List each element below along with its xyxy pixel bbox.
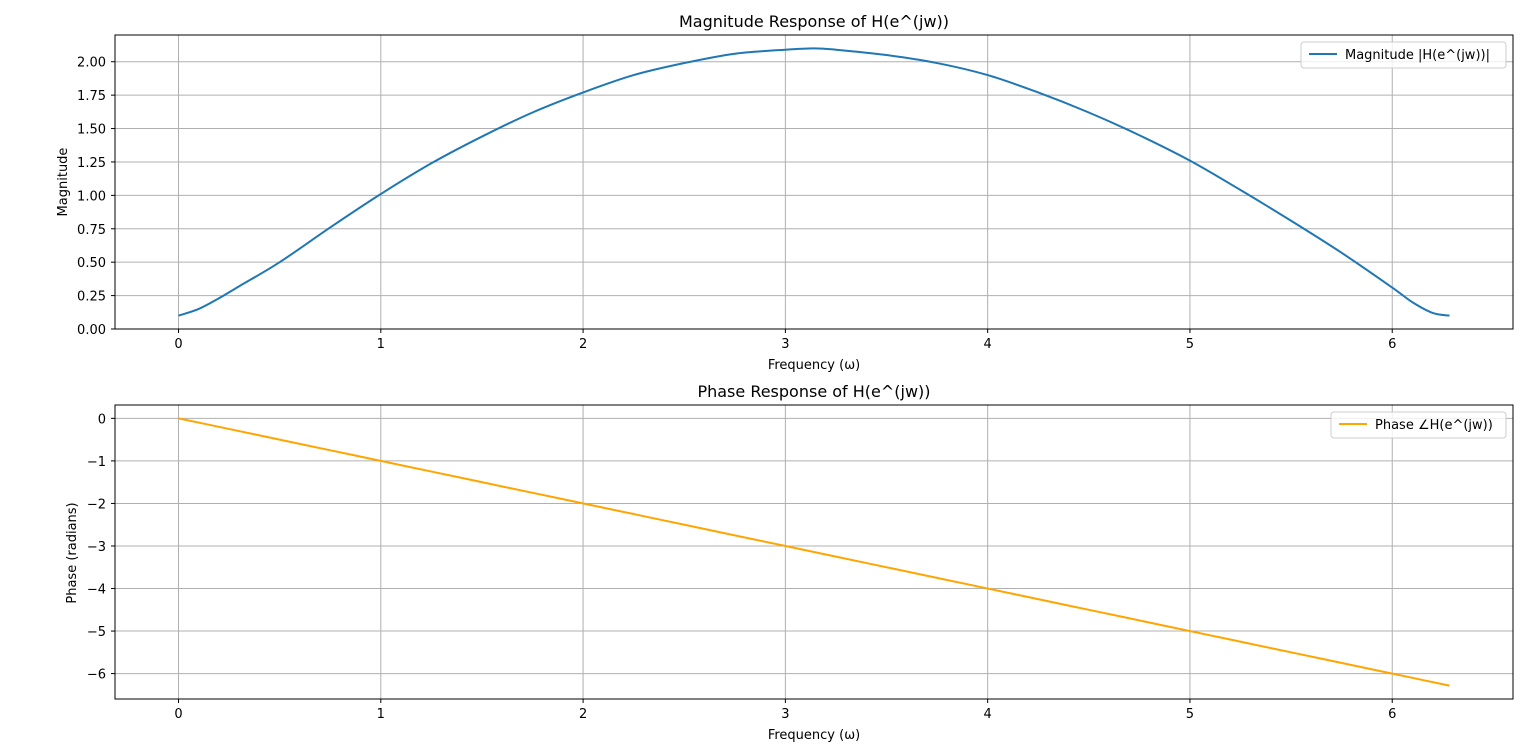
x-tick-label: 0 (174, 337, 182, 352)
y-tick-label: 0.50 (77, 256, 106, 271)
x-tick-label: 5 (1186, 707, 1194, 722)
plot-frame (114, 34, 1514, 330)
x-tick-label: 3 (781, 337, 789, 352)
series-line (178, 417, 1450, 687)
phase-chart: Phase Response of H(e^(jw)) 0 1 2 3 4 5 6 0 −1 −… (65, 382, 1514, 743)
y-axis-ticks: 0 −1 −2 −3 −4 −5 −6 (87, 412, 115, 683)
x-axis-ticks: 0 1 2 3 4 5 6 (174, 699, 1396, 722)
y-tick-label: 1.00 (77, 189, 106, 204)
y-axis-label: Phase (radians) (65, 502, 80, 603)
series-line (178, 47, 1450, 317)
x-tick-label: 2 (579, 707, 587, 722)
y-tick-label: 2.00 (77, 56, 106, 71)
x-tick-label: 4 (984, 707, 992, 722)
x-tick-label: 6 (1388, 707, 1396, 722)
x-axis-label: Frequency (ω) (768, 728, 860, 743)
y-tick-label: 0.75 (77, 223, 106, 238)
legend: Phase ∠H(e^(jw)) (1330, 411, 1507, 439)
y-tick-label: 0.25 (77, 290, 106, 305)
x-tick-label: 6 (1388, 337, 1396, 352)
legend-label-magnitude: Magnitude |H(e^(jw))| (1345, 48, 1490, 63)
gridlines (115, 35, 1513, 330)
gridlines (115, 405, 1513, 699)
y-tick-label: −5 (87, 625, 106, 640)
series-group (178, 47, 1450, 317)
y-tick-label: 1.50 (77, 123, 106, 138)
legend: Magnitude |H(e^(jw))| (1300, 41, 1507, 69)
y-tick-label: −3 (87, 540, 106, 555)
y-axis-label: Magnitude (56, 148, 71, 217)
x-tick-label: 1 (377, 337, 385, 352)
y-axis-ticks: 0.00 0.25 0.50 0.75 1.00 1.25 1.50 1.75 2.00 (77, 56, 115, 338)
plot-frame (114, 404, 1514, 700)
y-tick-label: −6 (87, 668, 106, 683)
series-group (178, 417, 1450, 687)
x-axis-label: Frequency (ω) (768, 358, 860, 373)
x-tick-label: 4 (984, 337, 992, 352)
chart-title: Phase Response of H(e^(jw)) (697, 382, 930, 401)
x-axis-ticks: 0 1 2 3 4 5 6 (174, 329, 1396, 352)
legend-label-phase: Phase ∠H(e^(jw)) (1375, 418, 1493, 433)
y-tick-label: 1.25 (77, 156, 106, 171)
y-tick-label: 0.00 (77, 323, 106, 338)
y-tick-label: 0 (98, 412, 106, 427)
x-tick-label: 2 (579, 337, 587, 352)
x-tick-label: 3 (781, 707, 789, 722)
y-tick-label: 1.75 (77, 89, 106, 104)
legend-box (1300, 41, 1507, 69)
chart-title: Magnitude Response of H(e^(jw)) (679, 12, 949, 31)
x-tick-label: 0 (174, 707, 182, 722)
y-tick-label: −2 (87, 497, 106, 512)
y-tick-label: −1 (87, 455, 106, 470)
x-tick-label: 1 (377, 707, 385, 722)
x-tick-label: 5 (1186, 337, 1194, 352)
y-tick-label: −4 (87, 583, 106, 598)
legend-box (1330, 411, 1507, 439)
